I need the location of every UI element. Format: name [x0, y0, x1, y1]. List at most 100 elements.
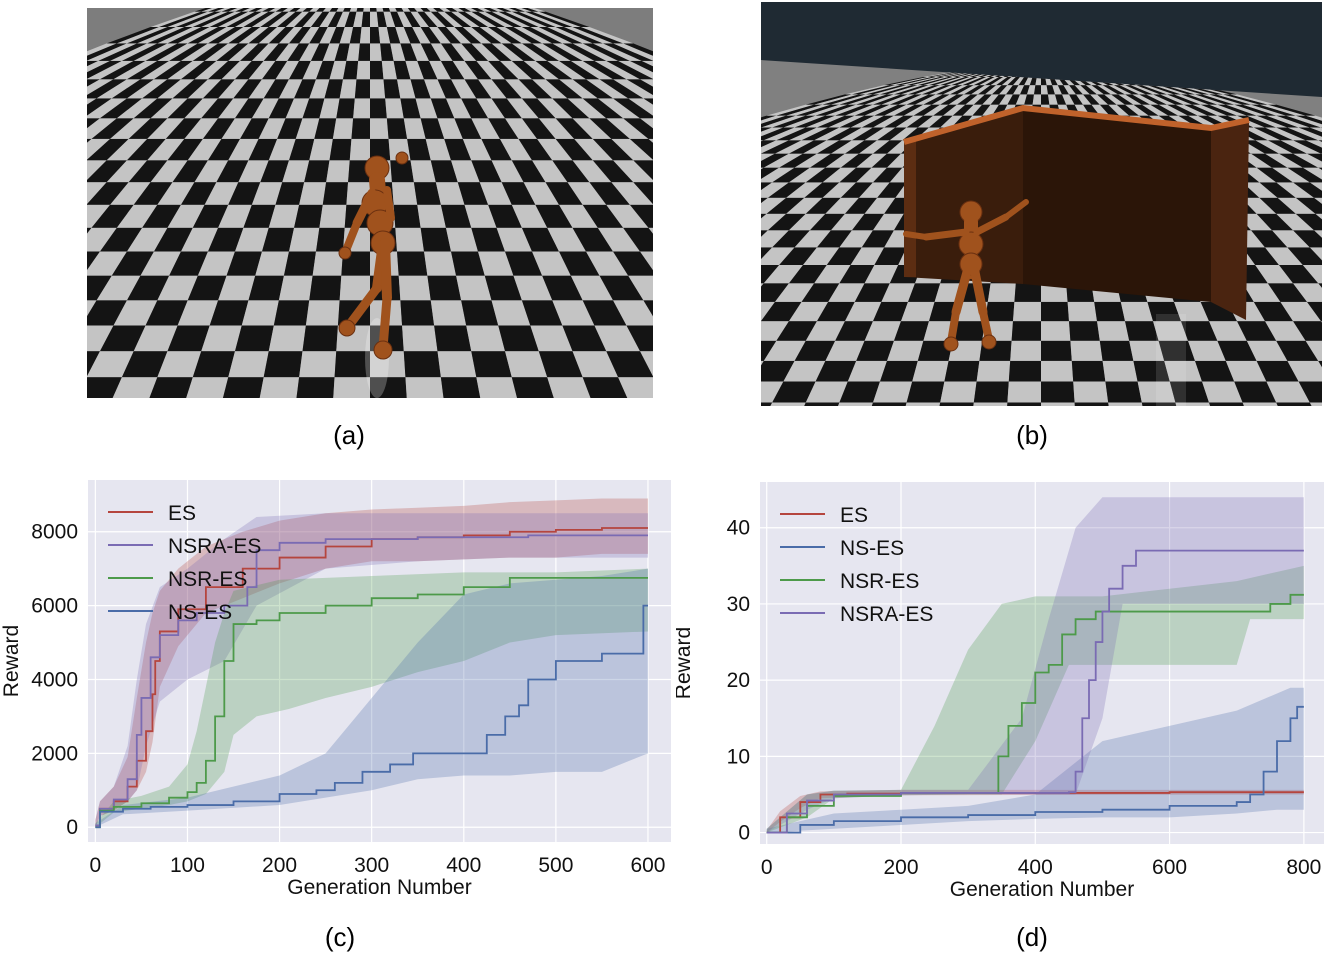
floor-tile — [985, 85, 1002, 95]
floor-tile — [768, 213, 806, 231]
floor-tile — [761, 140, 777, 154]
floor-tile — [218, 204, 252, 228]
floor-tile — [1125, 104, 1149, 116]
floor-tile — [403, 351, 441, 378]
floor-tile — [133, 325, 178, 352]
floor-tile — [430, 43, 453, 61]
floor-tile — [462, 26, 492, 44]
floor-tile — [127, 60, 170, 80]
floor-tile — [513, 26, 553, 44]
floor-tile — [873, 301, 908, 322]
floor-tile — [214, 8, 232, 12]
floor-tile — [87, 275, 112, 301]
floor-tile — [299, 182, 327, 205]
floor-tile — [761, 197, 787, 214]
floor-tile — [417, 11, 438, 27]
floor-tile — [87, 79, 127, 99]
floor-tile — [1309, 182, 1322, 198]
floor-tile — [538, 351, 583, 378]
floor-tile — [973, 94, 992, 105]
floor-tile — [87, 351, 134, 378]
floor-tile — [370, 118, 389, 139]
floor-tile — [445, 26, 472, 44]
floor-tile — [511, 204, 548, 228]
floor-tile — [518, 138, 553, 161]
floor-tile — [1267, 104, 1316, 116]
floor-tile — [873, 140, 903, 154]
floor-tile — [640, 251, 653, 271]
floor-tile — [912, 360, 949, 382]
floor-tile — [839, 115, 875, 128]
floor-tile — [1057, 85, 1069, 95]
floor-tile — [140, 60, 181, 80]
floor-tile — [167, 325, 210, 352]
floor-tile — [761, 140, 789, 154]
floor-tile — [884, 77, 928, 86]
floor-tile — [414, 8, 424, 12]
floor-tile — [957, 85, 980, 95]
floor-tile — [226, 11, 262, 27]
floor-tile — [1074, 85, 1090, 95]
floor-tile — [1147, 85, 1181, 95]
floor-tile — [302, 8, 314, 12]
floor-tile — [1305, 140, 1322, 154]
floor-tile — [383, 11, 396, 27]
floor-tile — [962, 104, 983, 116]
floor-tile — [273, 300, 310, 326]
floor-tile — [761, 182, 773, 198]
floor-tile — [228, 26, 261, 44]
floor-tile — [403, 118, 426, 139]
floor-tile — [990, 77, 1008, 86]
floor-tile — [572, 79, 613, 99]
floor-tile — [606, 351, 653, 378]
floor-tile — [87, 60, 134, 80]
floor-tile — [1071, 360, 1106, 382]
floor-tile — [1102, 85, 1125, 95]
floor-tile — [825, 197, 859, 214]
floor-tile — [971, 402, 1008, 406]
floor-tile — [403, 11, 421, 27]
floor-tile — [1130, 85, 1160, 95]
floor-tile — [523, 60, 559, 80]
floor-tile — [197, 26, 235, 44]
floor-tile — [1183, 104, 1218, 116]
floor-tile — [1013, 85, 1025, 95]
floor-tile — [390, 43, 406, 61]
floor-tile — [506, 98, 539, 119]
floor-tile — [248, 26, 278, 44]
floor-tile — [982, 104, 999, 116]
humanoid-limb — [951, 267, 972, 317]
floor-tile — [430, 11, 455, 27]
floor-tile — [258, 118, 286, 139]
floor-tile — [951, 77, 978, 86]
floor-tile — [1225, 360, 1267, 382]
floor-tile — [817, 230, 852, 248]
floor-tile — [1018, 77, 1029, 86]
floor-tile — [96, 79, 141, 99]
floor-tile — [201, 325, 242, 352]
floor-tile — [547, 227, 586, 252]
floor-tile — [471, 227, 505, 252]
floor-tile — [412, 26, 431, 44]
caption-a: (a) — [333, 420, 365, 450]
floor-tile — [309, 275, 342, 301]
floor-tile — [386, 118, 408, 139]
humanoid-figure — [338, 151, 409, 360]
floor-tile — [1133, 360, 1170, 382]
floor-tile — [251, 43, 279, 61]
floor-tile — [873, 94, 908, 105]
floor-tile — [1041, 360, 1074, 382]
floor-tile — [498, 11, 539, 27]
floor-tile — [457, 11, 489, 27]
floor-tile — [1237, 321, 1277, 341]
floor-tile — [1181, 321, 1218, 341]
floor-tile — [505, 351, 548, 378]
floor-tile — [201, 98, 234, 119]
floor-tile — [142, 204, 181, 228]
floor-tile — [805, 321, 845, 341]
legend: ES NSRA-ES NSR-ES NS-ES — [108, 502, 261, 624]
floor-tile — [243, 11, 276, 27]
floor-tile — [169, 43, 208, 61]
floor-tile — [1070, 340, 1103, 361]
floor-tile — [1158, 85, 1195, 95]
